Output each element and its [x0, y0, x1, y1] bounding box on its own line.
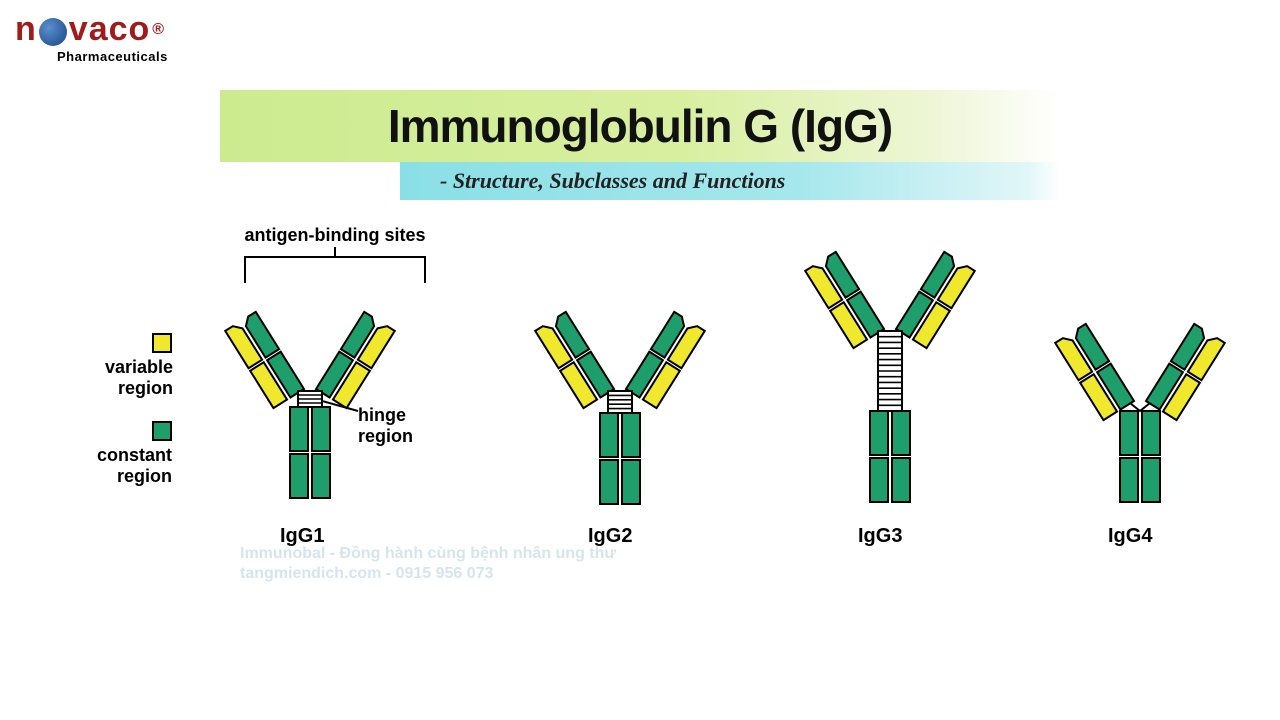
- watermark-line2: tangmiendich.com - 0915 956 073: [240, 565, 493, 583]
- label-igg3: IgG3: [858, 525, 902, 548]
- subtitle-band: - Structure, Subclasses and Functions: [400, 162, 1060, 200]
- antibody-igg2: [530, 273, 710, 533]
- annot-constant: constantregion: [72, 445, 172, 486]
- logo-suffix: vaco: [69, 10, 151, 49]
- annot-antigen-binding: antigen-binding sites: [225, 225, 445, 246]
- antibody-igg3: [800, 213, 980, 543]
- legend-constant-icon: [152, 421, 174, 443]
- logo-prefix: n: [15, 10, 37, 49]
- watermark-line1: Immunobal - Đồng hành cùng bệnh nhân ung…: [240, 545, 616, 563]
- title-text: Immunoglobulin G (IgG): [388, 99, 892, 153]
- logo-subtext: Pharmaceuticals: [57, 49, 168, 64]
- label-igg4: IgG4: [1108, 525, 1152, 548]
- legend-variable-icon: [152, 333, 174, 355]
- antibody-igg1: [220, 273, 410, 533]
- subtitle-text: - Structure, Subclasses and Functions: [440, 168, 785, 194]
- globe-icon: [39, 18, 67, 46]
- annot-variable: variableregion: [78, 357, 173, 398]
- brand-logo: n vaco ® Pharmaceuticals: [15, 10, 168, 64]
- diagram-area: antigen-binding sites variableregion con…: [0, 225, 1280, 625]
- title-band: Immunoglobulin G (IgG): [220, 90, 1060, 162]
- registered-icon: ®: [152, 21, 165, 39]
- antibody-igg4: [1050, 285, 1230, 535]
